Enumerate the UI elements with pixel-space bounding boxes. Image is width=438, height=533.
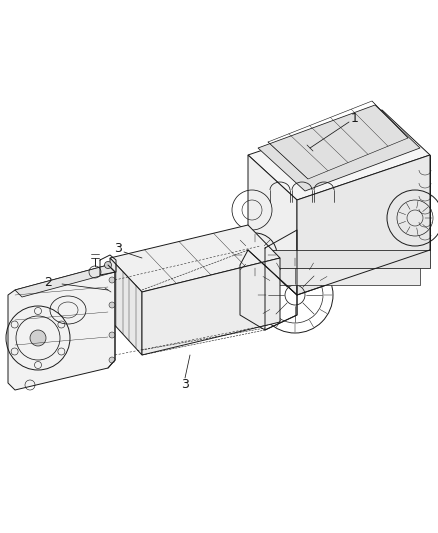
Polygon shape [248, 250, 430, 268]
Text: 3: 3 [181, 378, 189, 392]
Polygon shape [110, 258, 142, 355]
Circle shape [109, 357, 115, 363]
Polygon shape [142, 258, 280, 355]
Circle shape [109, 332, 115, 338]
Circle shape [109, 302, 115, 308]
Circle shape [105, 262, 112, 269]
Polygon shape [110, 225, 280, 292]
Circle shape [30, 330, 46, 346]
Text: 3: 3 [114, 241, 122, 254]
Polygon shape [258, 105, 420, 191]
Polygon shape [248, 110, 430, 200]
Circle shape [109, 277, 115, 283]
Text: 1: 1 [351, 111, 359, 125]
Polygon shape [260, 268, 420, 285]
Polygon shape [248, 155, 297, 295]
Polygon shape [297, 155, 430, 295]
Text: 2: 2 [44, 276, 52, 288]
Polygon shape [8, 265, 115, 390]
Polygon shape [15, 265, 115, 297]
